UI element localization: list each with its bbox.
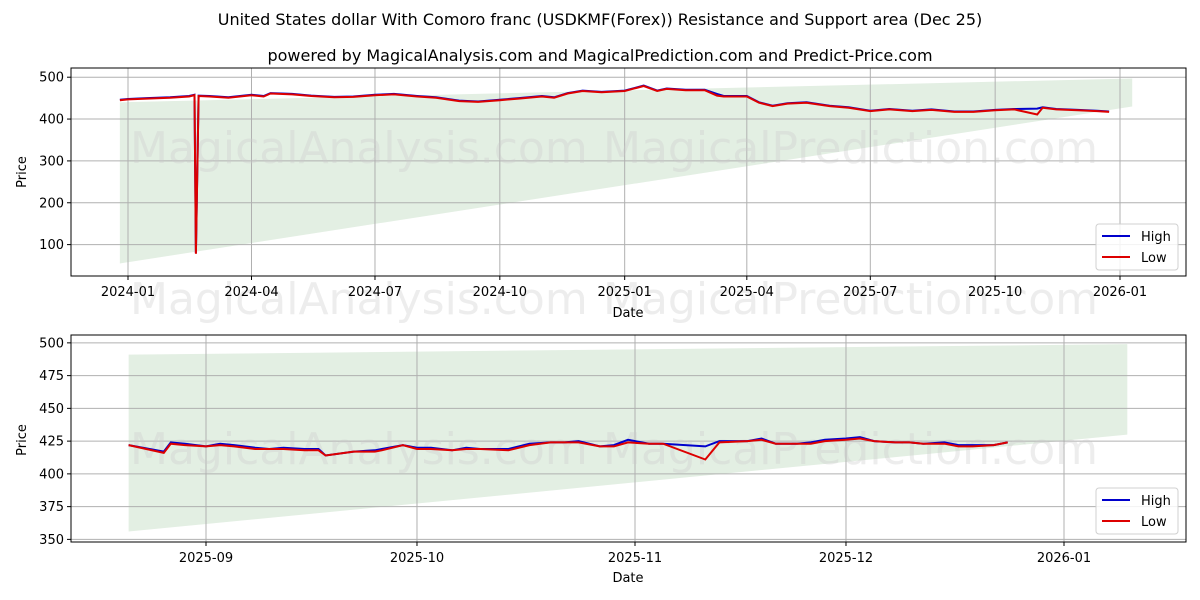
y-tick-label: 500: [39, 336, 64, 351]
full-history-chart: MagicalAnalysis.com MagicalPrediction.co…: [15, 67, 1187, 325]
x-tick-label: 2026-01: [1037, 551, 1091, 566]
x-axis: 2025-09 2025-10 2025-11 2025-12 2026-01: [179, 542, 1091, 566]
x-tick-label: 2024-07: [348, 285, 402, 300]
x-tick-label: 2025-09: [179, 551, 233, 566]
x-tick-label: 2025-01: [598, 285, 652, 300]
watermark-right: MagicalPrediction.com: [603, 123, 1098, 174]
x-tick-label: 2025-04: [720, 285, 774, 300]
chart-subtitle: powered by MagicalAnalysis.com and Magic…: [267, 46, 933, 65]
y-axis-label: Price: [15, 156, 30, 188]
y-axis: 350 375 400 425 450 475 500: [39, 336, 71, 548]
y-tick-label: 425: [39, 435, 64, 450]
axes-frame: [70, 334, 1187, 543]
legend-low-label: Low: [1141, 515, 1167, 530]
x-tick-label: 2025-07: [843, 285, 897, 300]
x-tick-label: 2024-04: [224, 285, 278, 300]
y-tick-label: 375: [39, 500, 64, 515]
low-line: [128, 437, 1008, 461]
x-tick-label: 2025-10: [968, 285, 1022, 300]
legend-high-label: High: [1141, 494, 1171, 509]
x-tick-label: 2025-10: [390, 551, 444, 566]
y-tick-label: 500: [39, 71, 64, 86]
watermark-left: MagicalAnalysis.com: [130, 123, 588, 174]
y-axis-label: Price: [15, 424, 30, 456]
y-tick-label: 200: [39, 196, 64, 211]
low-line: [119, 84, 1110, 254]
legend: High Low: [1095, 487, 1179, 535]
chart-title: United States dollar With Comoro franc (…: [217, 10, 983, 29]
x-tick-label: 2025-11: [608, 551, 662, 566]
y-axis: 100 200 300 400 500: [39, 71, 71, 253]
x-tick-label: 2024-01: [101, 285, 155, 300]
x-tick-label: 2025-12: [819, 551, 873, 566]
x-axis-label: Date: [612, 306, 643, 321]
y-tick-label: 450: [39, 402, 64, 417]
band-area: [128, 344, 1128, 532]
x-axis-label: Date: [612, 571, 643, 586]
x-tick-label: 2024-10: [473, 285, 527, 300]
x-tick-label: 2026-01: [1093, 285, 1147, 300]
watermark: MagicalAnalysis.com MagicalPrediction.co…: [130, 123, 1098, 325]
axes-frame: [70, 67, 1187, 277]
grid-lines: [71, 68, 1186, 276]
y-tick-label: 100: [39, 238, 64, 253]
watermark: MagicalAnalysis.com MagicalPrediction.co…: [130, 424, 1098, 475]
legend-low-label: Low: [1141, 251, 1167, 266]
watermark-right: MagicalPrediction.com: [603, 424, 1098, 475]
y-tick-label: 300: [39, 154, 64, 169]
y-tick-label: 400: [39, 467, 64, 482]
x-axis: 2024-01 2024-04 2024-07 2024-10 2025-01 2025-…: [101, 276, 1147, 300]
watermark-left-lower: MagicalAnalysis.com: [130, 274, 588, 325]
band-area: [119, 78, 1133, 264]
watermark-left: MagicalAnalysis.com: [130, 424, 588, 475]
watermark-right-lower: MagicalPrediction.com: [603, 274, 1098, 325]
y-tick-label: 350: [39, 533, 64, 548]
legend-high-label: High: [1141, 230, 1171, 245]
legend: High Low: [1095, 223, 1179, 271]
y-tick-label: 475: [39, 369, 64, 384]
y-tick-label: 400: [39, 113, 64, 128]
